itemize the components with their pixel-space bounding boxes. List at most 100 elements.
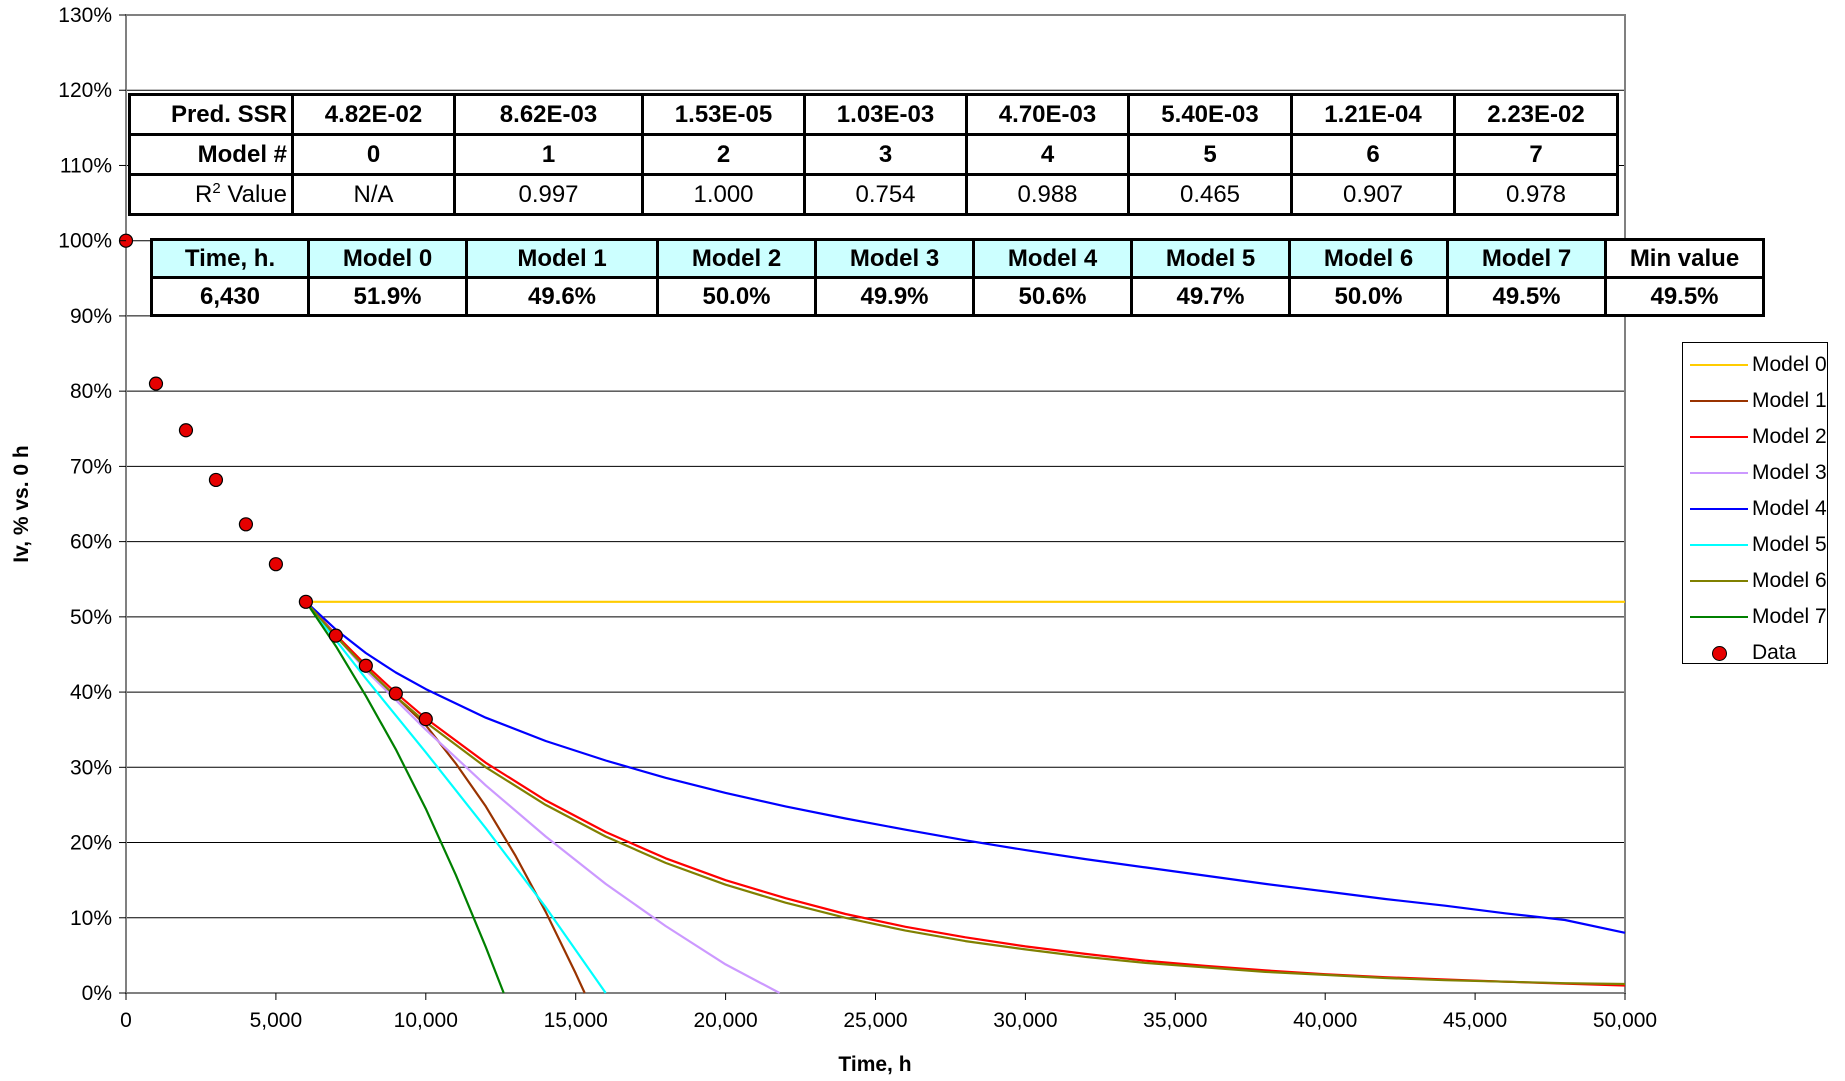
legend-label: Model 3 (1752, 461, 1827, 484)
model-number-cell: 3 (803, 133, 968, 176)
legend-swatch (1690, 544, 1748, 546)
r2-cell: 0.465 (1127, 173, 1293, 216)
ssr-cell: 5.40E-03 (1127, 93, 1293, 136)
legend-label: Model 6 (1752, 569, 1827, 592)
prediction-header-row: Time, h. Model 0 Model 1 Model 2 Model 3… (150, 238, 1765, 279)
x-tick-label: 30,000 (993, 1009, 1057, 1032)
model-5-line (305, 601, 607, 994)
legend-label: Model 2 (1752, 425, 1827, 448)
prediction-value-cell: 49.5% (1446, 276, 1607, 317)
legend-label: Model 4 (1752, 497, 1827, 520)
legend-label: Data (1752, 641, 1797, 664)
x-tick-label: 5,000 (250, 1009, 303, 1032)
ssr-row: Pred. SSR 4.82E-02 8.62E-03 1.53E-05 1.0… (128, 93, 1619, 136)
legend-label: Model 7 (1752, 605, 1827, 628)
y-tick-label: 30% (70, 756, 112, 779)
y-tick-label: 120% (58, 79, 112, 102)
r2-cell: 0.997 (453, 173, 644, 216)
legend-item-model-7: Model 7 (1683, 599, 1827, 635)
x-tick-label: 50,000 (1593, 1009, 1657, 1032)
data-point (358, 658, 373, 673)
prediction-header-cell: Model 2 (656, 238, 817, 279)
x-tick-label: 45,000 (1443, 1009, 1507, 1032)
ssr-cell: 4.70E-03 (965, 93, 1130, 136)
prediction-value-cell: 49.9% (814, 276, 975, 317)
model-number-cell: 0 (291, 133, 456, 176)
model-stats-table: Pred. SSR 4.82E-02 8.62E-03 1.53E-05 1.0… (128, 93, 1619, 216)
legend-item-data: Data (1683, 635, 1827, 671)
r2-row: R2 Value N/A 0.997 1.000 0.754 0.988 0.4… (128, 173, 1619, 216)
ssr-cell: 1.53E-05 (641, 93, 806, 136)
model-number-label: Model # (128, 133, 294, 176)
data-point (148, 376, 164, 391)
prediction-header-cell: Time, h. (150, 238, 310, 279)
y-tick-label: 80% (70, 380, 112, 403)
data-point (298, 594, 313, 609)
legend-label: Model 0 (1752, 353, 1827, 376)
legend-swatch (1690, 508, 1748, 510)
prediction-table: Time, h. Model 0 Model 1 Model 2 Model 3… (150, 238, 1765, 317)
y-tick-label: 100% (58, 230, 112, 253)
r2-cell: 0.988 (965, 173, 1130, 216)
prediction-value-cell: 50.0% (1288, 276, 1449, 317)
model-2-line (305, 601, 1626, 987)
x-tick-label: 25,000 (843, 1009, 907, 1032)
r2-label: R2 Value (128, 173, 294, 216)
model-number-cell: 5 (1127, 133, 1293, 176)
prediction-value-cell: 49.5% (1604, 276, 1765, 317)
model-7-line (304, 601, 505, 994)
series-lines (304, 600, 1626, 994)
legend-swatch (1690, 645, 1748, 661)
ssr-cell: 1.03E-03 (803, 93, 968, 136)
ssr-cell: 4.82E-02 (291, 93, 456, 136)
r2-cell: 0.754 (803, 173, 968, 216)
prediction-value-row: 6,430 51.9% 49.6% 50.0% 49.9% 50.6% 49.7… (150, 276, 1765, 317)
x-axis-ticks: 0 5,000 10,000 15,000 20,000 25,000 30,000 35,0… (120, 993, 1657, 1032)
prediction-value-cell: 6,430 (150, 276, 310, 317)
model-number-row: Model # 0 1 2 3 4 5 6 7 (128, 133, 1619, 176)
legend-item-model-5: Model 5 (1683, 527, 1827, 563)
prediction-header-cell: Model 1 (465, 238, 659, 279)
data-points (118, 233, 433, 727)
y-tick-label: 70% (70, 455, 112, 478)
ssr-cell: 8.62E-03 (453, 93, 644, 136)
data-point (178, 423, 194, 438)
legend-label: Model 5 (1752, 533, 1827, 556)
prediction-value-cell: 49.7% (1130, 276, 1291, 317)
prediction-value-cell: 50.6% (972, 276, 1133, 317)
y-tick-label: 0% (82, 982, 112, 1005)
prediction-header-cell: Model 3 (814, 238, 975, 279)
x-tick-label: 40,000 (1293, 1009, 1357, 1032)
model-number-cell: 1 (453, 133, 644, 176)
y-tick-label: 130% (58, 4, 112, 27)
y-tick-label: 40% (70, 681, 112, 704)
data-point (388, 686, 403, 701)
y-tick-label: 110% (60, 154, 112, 177)
ssr-label: Pred. SSR (128, 93, 294, 136)
ssr-cell: 1.21E-04 (1290, 93, 1456, 136)
model-6-line (305, 601, 1626, 986)
legend-item-model-4: Model 4 (1683, 491, 1827, 527)
legend-label: Model 1 (1752, 389, 1827, 412)
model-4-line (305, 600, 1626, 934)
r2-label-sup: 2 (212, 180, 221, 197)
prediction-header-cell: Model 5 (1130, 238, 1291, 279)
legend-item-model-2: Model 2 (1683, 419, 1827, 455)
r2-cell: N/A (291, 173, 456, 216)
legend-swatch (1690, 400, 1748, 402)
y-tick-label: 90% (70, 305, 112, 328)
model-number-cell: 2 (641, 133, 806, 176)
prediction-value-cell: 49.6% (465, 276, 659, 317)
legend-marker (1711, 645, 1727, 661)
legend-swatch (1690, 436, 1748, 438)
prediction-header-cell: Model 4 (972, 238, 1133, 279)
legend-swatch (1690, 364, 1748, 366)
x-axis-title: Time, h (838, 1053, 911, 1076)
legend-item-model-6: Model 6 (1683, 563, 1827, 599)
x-tick-label: 10,000 (394, 1009, 458, 1032)
x-tick-label: 15,000 (544, 1009, 608, 1032)
model-number-cell: 6 (1290, 133, 1456, 176)
prediction-value-cell: 50.0% (656, 276, 817, 317)
y-tick-label: 20% (70, 832, 112, 855)
